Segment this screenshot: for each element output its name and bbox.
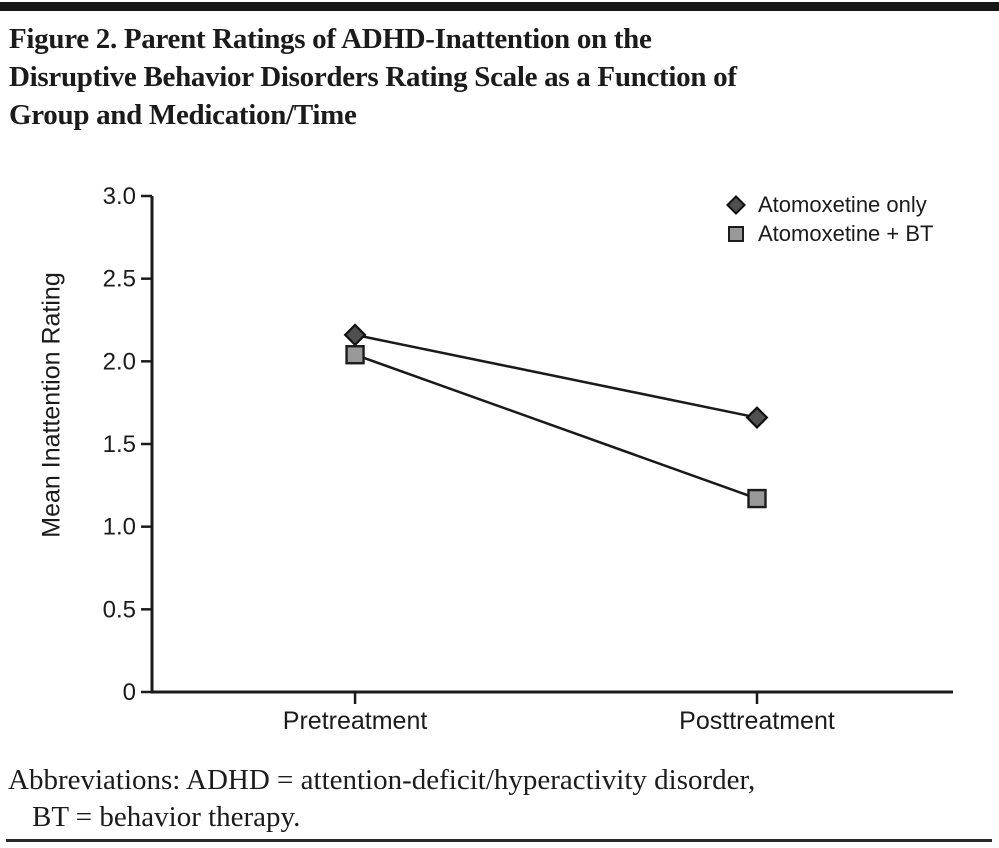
y-tick-label: 0.5 bbox=[103, 596, 136, 623]
legend-item-atomoxetine-bt: Atomoxetine + BT bbox=[722, 221, 933, 246]
y-tick-label: 3.0 bbox=[103, 183, 136, 210]
legend-label: Atomoxetine only bbox=[758, 191, 927, 217]
bottom-rule bbox=[6, 839, 992, 842]
data-point-diamond bbox=[343, 323, 367, 347]
y-tick-label: 2.0 bbox=[103, 348, 136, 375]
data-point-square bbox=[345, 345, 365, 365]
top-rule bbox=[0, 2, 999, 11]
abbreviations: Abbreviations: ADHD = attention-deficit/… bbox=[8, 762, 993, 836]
y-tick-label: 1.0 bbox=[103, 514, 136, 541]
diamond-marker-icon bbox=[726, 194, 746, 215]
legend-marker-box bbox=[722, 194, 750, 215]
legend: Atomoxetine only Atomoxetine + BT bbox=[722, 192, 933, 246]
x-tick-label-posttreatment: Posttreatment bbox=[679, 707, 835, 735]
figure-title: Figure 2. Parent Ratings of ADHD-Inatten… bbox=[9, 23, 737, 131]
legend-label: Atomoxetine + BT bbox=[758, 220, 934, 246]
series-line-square bbox=[354, 353, 758, 500]
abbreviations-line-2: BT = behavior therapy. bbox=[32, 801, 301, 833]
y-axis-label: Mean Inattention Rating bbox=[37, 272, 66, 538]
data-point-square bbox=[747, 488, 767, 509]
series-line-diamond bbox=[354, 333, 758, 419]
y-tick-label: 0 bbox=[123, 679, 136, 706]
square-marker-icon bbox=[728, 225, 744, 242]
legend-item-atomoxetine-only: Atomoxetine only bbox=[722, 192, 933, 217]
x-tick-label-pretreatment: Pretreatment bbox=[282, 707, 428, 735]
legend-marker-box bbox=[722, 225, 750, 242]
y-tick-label: 1.5 bbox=[103, 431, 136, 458]
abbreviations-line-1: Abbreviations: ADHD = attention-deficit/… bbox=[8, 764, 756, 796]
y-tick-label: 2.5 bbox=[103, 266, 136, 293]
data-point-diamond bbox=[745, 406, 769, 430]
